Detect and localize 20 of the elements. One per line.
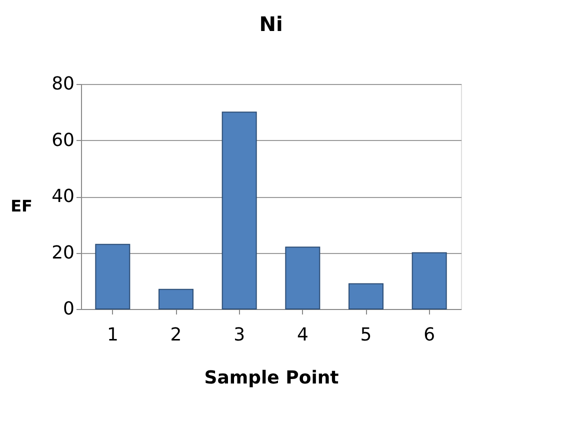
bar [285,246,320,310]
bar [95,244,130,310]
bar [158,288,194,310]
bar [412,252,447,310]
y-tick-label: 80 [52,74,74,94]
chart-title: Ni [259,12,283,36]
x-tick-label: 6 [424,324,436,346]
y-tick-label: 0 [63,298,74,320]
bar [222,112,257,310]
x-tick-label: 1 [106,324,118,346]
x-tick-label: 3 [234,324,246,346]
y-tick-label: 60 [52,130,74,151]
y-axis-title: EF [10,196,32,216]
bar [348,283,384,310]
x-axis-title: Sample Point [204,368,340,388]
x-tick-label: 4 [296,324,308,346]
y-tick-label: 20 [52,242,74,264]
x-tick-label: 2 [170,324,182,346]
y-tick-label: 40 [52,186,74,207]
x-tick-label: 5 [360,324,372,346]
